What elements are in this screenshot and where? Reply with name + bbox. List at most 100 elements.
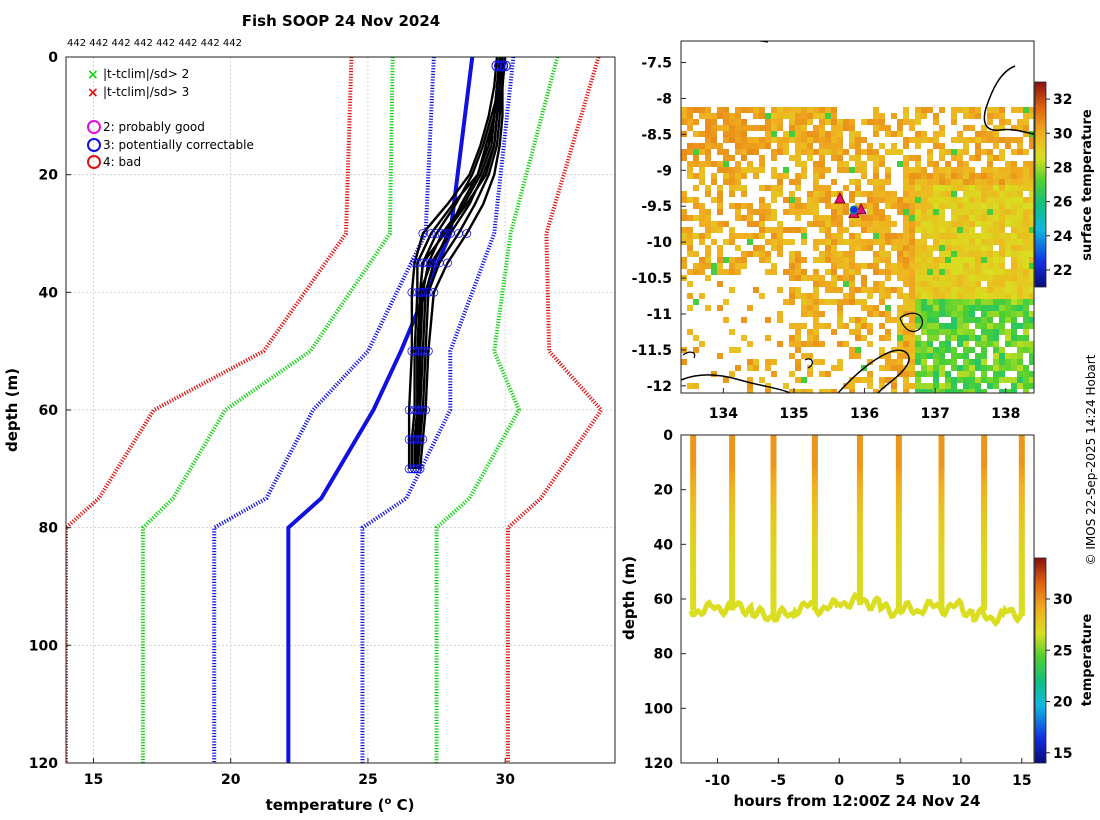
sst-cell <box>813 161 819 167</box>
sst-cell <box>885 173 891 179</box>
cast-segment <box>981 555 988 562</box>
cast-segment <box>811 440 818 447</box>
sst-cell <box>873 203 879 209</box>
cast-segment <box>895 462 902 469</box>
sst-cell <box>1017 191 1023 197</box>
sst-cell <box>957 257 963 263</box>
sst-cell <box>1017 269 1023 275</box>
sst-cell <box>993 359 999 365</box>
sst-cell <box>873 125 879 131</box>
cast-segment <box>938 451 945 458</box>
sst-cell <box>939 131 945 137</box>
sst-cell <box>1011 281 1017 287</box>
sst-cell <box>969 221 975 227</box>
cast-segment <box>895 560 902 567</box>
sst-cell <box>825 131 831 137</box>
sst-cell <box>891 233 897 239</box>
sst-cell <box>999 275 1005 281</box>
sst-cell <box>1011 317 1017 323</box>
sst-cell <box>687 245 693 251</box>
sst-cell <box>819 257 825 263</box>
cast-segment <box>856 467 863 474</box>
cast-segment <box>770 435 777 442</box>
cast-segment <box>856 549 863 556</box>
sst-cell <box>915 185 921 191</box>
sst-cell <box>843 239 849 245</box>
map-cb-tick-label: 32 <box>1053 92 1072 108</box>
sst-cell <box>813 359 819 365</box>
sst-cell <box>1011 191 1017 197</box>
sst-cell <box>831 155 837 161</box>
sst-cell <box>687 107 693 113</box>
sst-cell <box>837 137 843 143</box>
sst-cell <box>711 197 717 203</box>
sst-cell <box>705 305 711 311</box>
sst-cell <box>741 335 747 341</box>
sst-cell <box>873 311 879 317</box>
cast-segment <box>856 462 863 469</box>
sst-cell <box>681 197 687 203</box>
sst-cell <box>927 245 933 251</box>
sst-cell <box>819 131 825 137</box>
sst-cell <box>687 149 693 155</box>
sst-cell <box>711 125 717 131</box>
sst-cell <box>1017 323 1023 329</box>
sst-cell <box>999 113 1005 119</box>
sst-cell <box>879 185 885 191</box>
sst-cell <box>981 299 987 305</box>
sst-cell <box>1017 209 1023 215</box>
sst-cell <box>981 305 987 311</box>
sst-cell <box>927 161 933 167</box>
cast-segment <box>895 588 902 595</box>
sst-cell <box>987 257 993 263</box>
sst-cell <box>915 323 921 329</box>
sst-cell <box>969 203 975 209</box>
sst-cell <box>909 341 915 347</box>
sst-cell <box>807 221 813 227</box>
sst-cell <box>873 167 879 173</box>
sst-cell <box>867 311 873 317</box>
sst-cell <box>933 119 939 125</box>
sst-cell <box>969 155 975 161</box>
sst-cell <box>825 281 831 287</box>
sst-cell <box>717 353 723 359</box>
sst-cell <box>813 215 819 221</box>
sst-cell <box>789 209 795 215</box>
sst-cell <box>711 239 717 245</box>
sst-cell <box>687 269 693 275</box>
sst-cell <box>915 371 921 377</box>
sst-cell <box>687 119 693 125</box>
sst-cell <box>945 341 951 347</box>
sst-cell <box>849 275 855 281</box>
sst-cell <box>819 125 825 131</box>
sst-cell <box>987 239 993 245</box>
sst-cell <box>987 155 993 161</box>
sst-cell <box>891 191 897 197</box>
sst-cell <box>921 197 927 203</box>
cast-segment <box>1018 435 1025 442</box>
sst-cell <box>777 227 783 233</box>
cast-segment <box>729 560 736 567</box>
sst-cell <box>831 107 837 113</box>
sst-cell <box>933 305 939 311</box>
sst-cell <box>747 161 753 167</box>
sst-cell <box>903 281 909 287</box>
sst-cell <box>687 251 693 257</box>
sst-cell <box>765 125 771 131</box>
cast-segment <box>811 527 818 534</box>
sst-cell <box>795 125 801 131</box>
sst-cell <box>1029 197 1034 203</box>
sst-cell <box>909 245 915 251</box>
sst-cell <box>795 347 801 353</box>
sst-cell <box>891 149 897 155</box>
sst-cell <box>957 281 963 287</box>
sst-cell <box>999 365 1005 371</box>
sst-cell <box>777 125 783 131</box>
flag3-marker <box>445 229 455 238</box>
sst-cell <box>963 287 969 293</box>
cast-segment <box>1018 467 1025 474</box>
sst-cell <box>699 179 705 185</box>
sst-cell <box>903 299 909 305</box>
cast-segment <box>811 456 818 463</box>
